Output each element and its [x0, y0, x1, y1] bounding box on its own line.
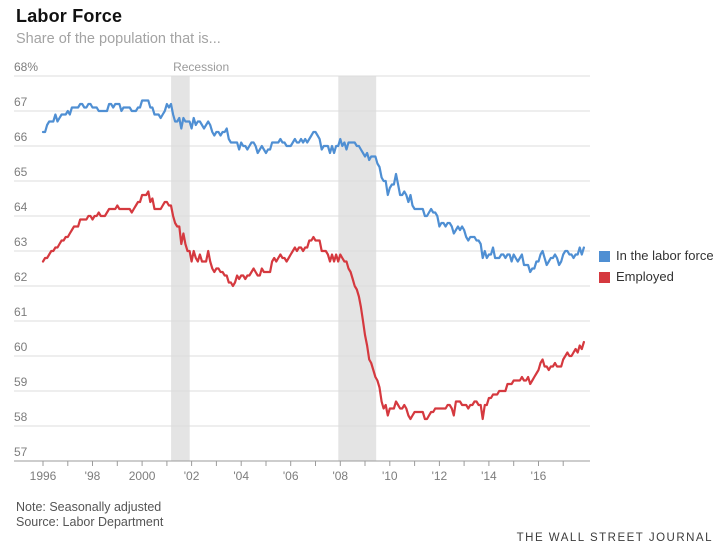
legend-item-employed: Employed	[599, 270, 714, 284]
x-tick-label-2012: '12	[432, 469, 448, 483]
x-tick-label-2016: '16	[531, 469, 547, 483]
recession-label: Recession	[173, 60, 229, 74]
chart-source: Source: Labor Department	[16, 515, 164, 529]
x-tick-label-2004: '04	[233, 469, 249, 483]
y-tick-label-64: 64	[14, 200, 28, 214]
y-tick-label-63: 63	[14, 235, 28, 249]
series-line-employed	[41, 190, 586, 421]
y-tick-label-59: 59	[14, 375, 28, 389]
y-tick-label-61: 61	[14, 305, 28, 319]
x-tick-label-2010: '10	[382, 469, 398, 483]
y-tick-label-66: 66	[14, 130, 28, 144]
y-tick-label-65: 65	[14, 165, 28, 179]
recession-band-2001	[171, 76, 190, 461]
x-tick-label-2006: '06	[283, 469, 299, 483]
x-tick-label-2002: '02	[184, 469, 200, 483]
chart-subtitle: Share of the population that is...	[16, 31, 221, 47]
y-tick-label-60: 60	[14, 340, 28, 354]
x-tick-label-2014: '14	[481, 469, 497, 483]
y-tick-label-68: 68%	[14, 60, 38, 74]
x-tick-label-1996: 1996	[30, 469, 57, 483]
recession-band-2007	[338, 76, 377, 461]
series-line-in-the-labor-force	[41, 99, 586, 274]
legend-item-in-the-labor-force: In the labor force	[599, 249, 714, 263]
x-tick-label-2000: 2000	[129, 469, 156, 483]
chart-title: Labor Force	[16, 6, 123, 26]
legend-label-employed: Employed	[616, 269, 674, 284]
y-tick-label-67: 67	[14, 95, 28, 109]
legend-swatch-employed	[599, 271, 610, 283]
y-tick-label-57: 57	[14, 445, 28, 459]
y-tick-label-62: 62	[14, 270, 28, 284]
chart-plot-area: 57 58 59 60 61 62 63 64 65 66 67 68% 1996 '98 2000 '02 '…	[14, 60, 590, 483]
chart-legend: In the labor force Employed	[599, 249, 714, 284]
legend-swatch-labor-force	[599, 250, 610, 262]
y-tick-label-58: 58	[14, 410, 28, 424]
chart-note: Note: Seasonally adjusted	[16, 500, 162, 514]
x-tick-label-2008: '08	[332, 469, 348, 483]
legend-label-labor-force: In the labor force	[616, 248, 714, 263]
x-tick-label-1998: '98	[85, 469, 101, 483]
wsj-brand: THE WALL STREET JOURNAL	[516, 532, 713, 544]
